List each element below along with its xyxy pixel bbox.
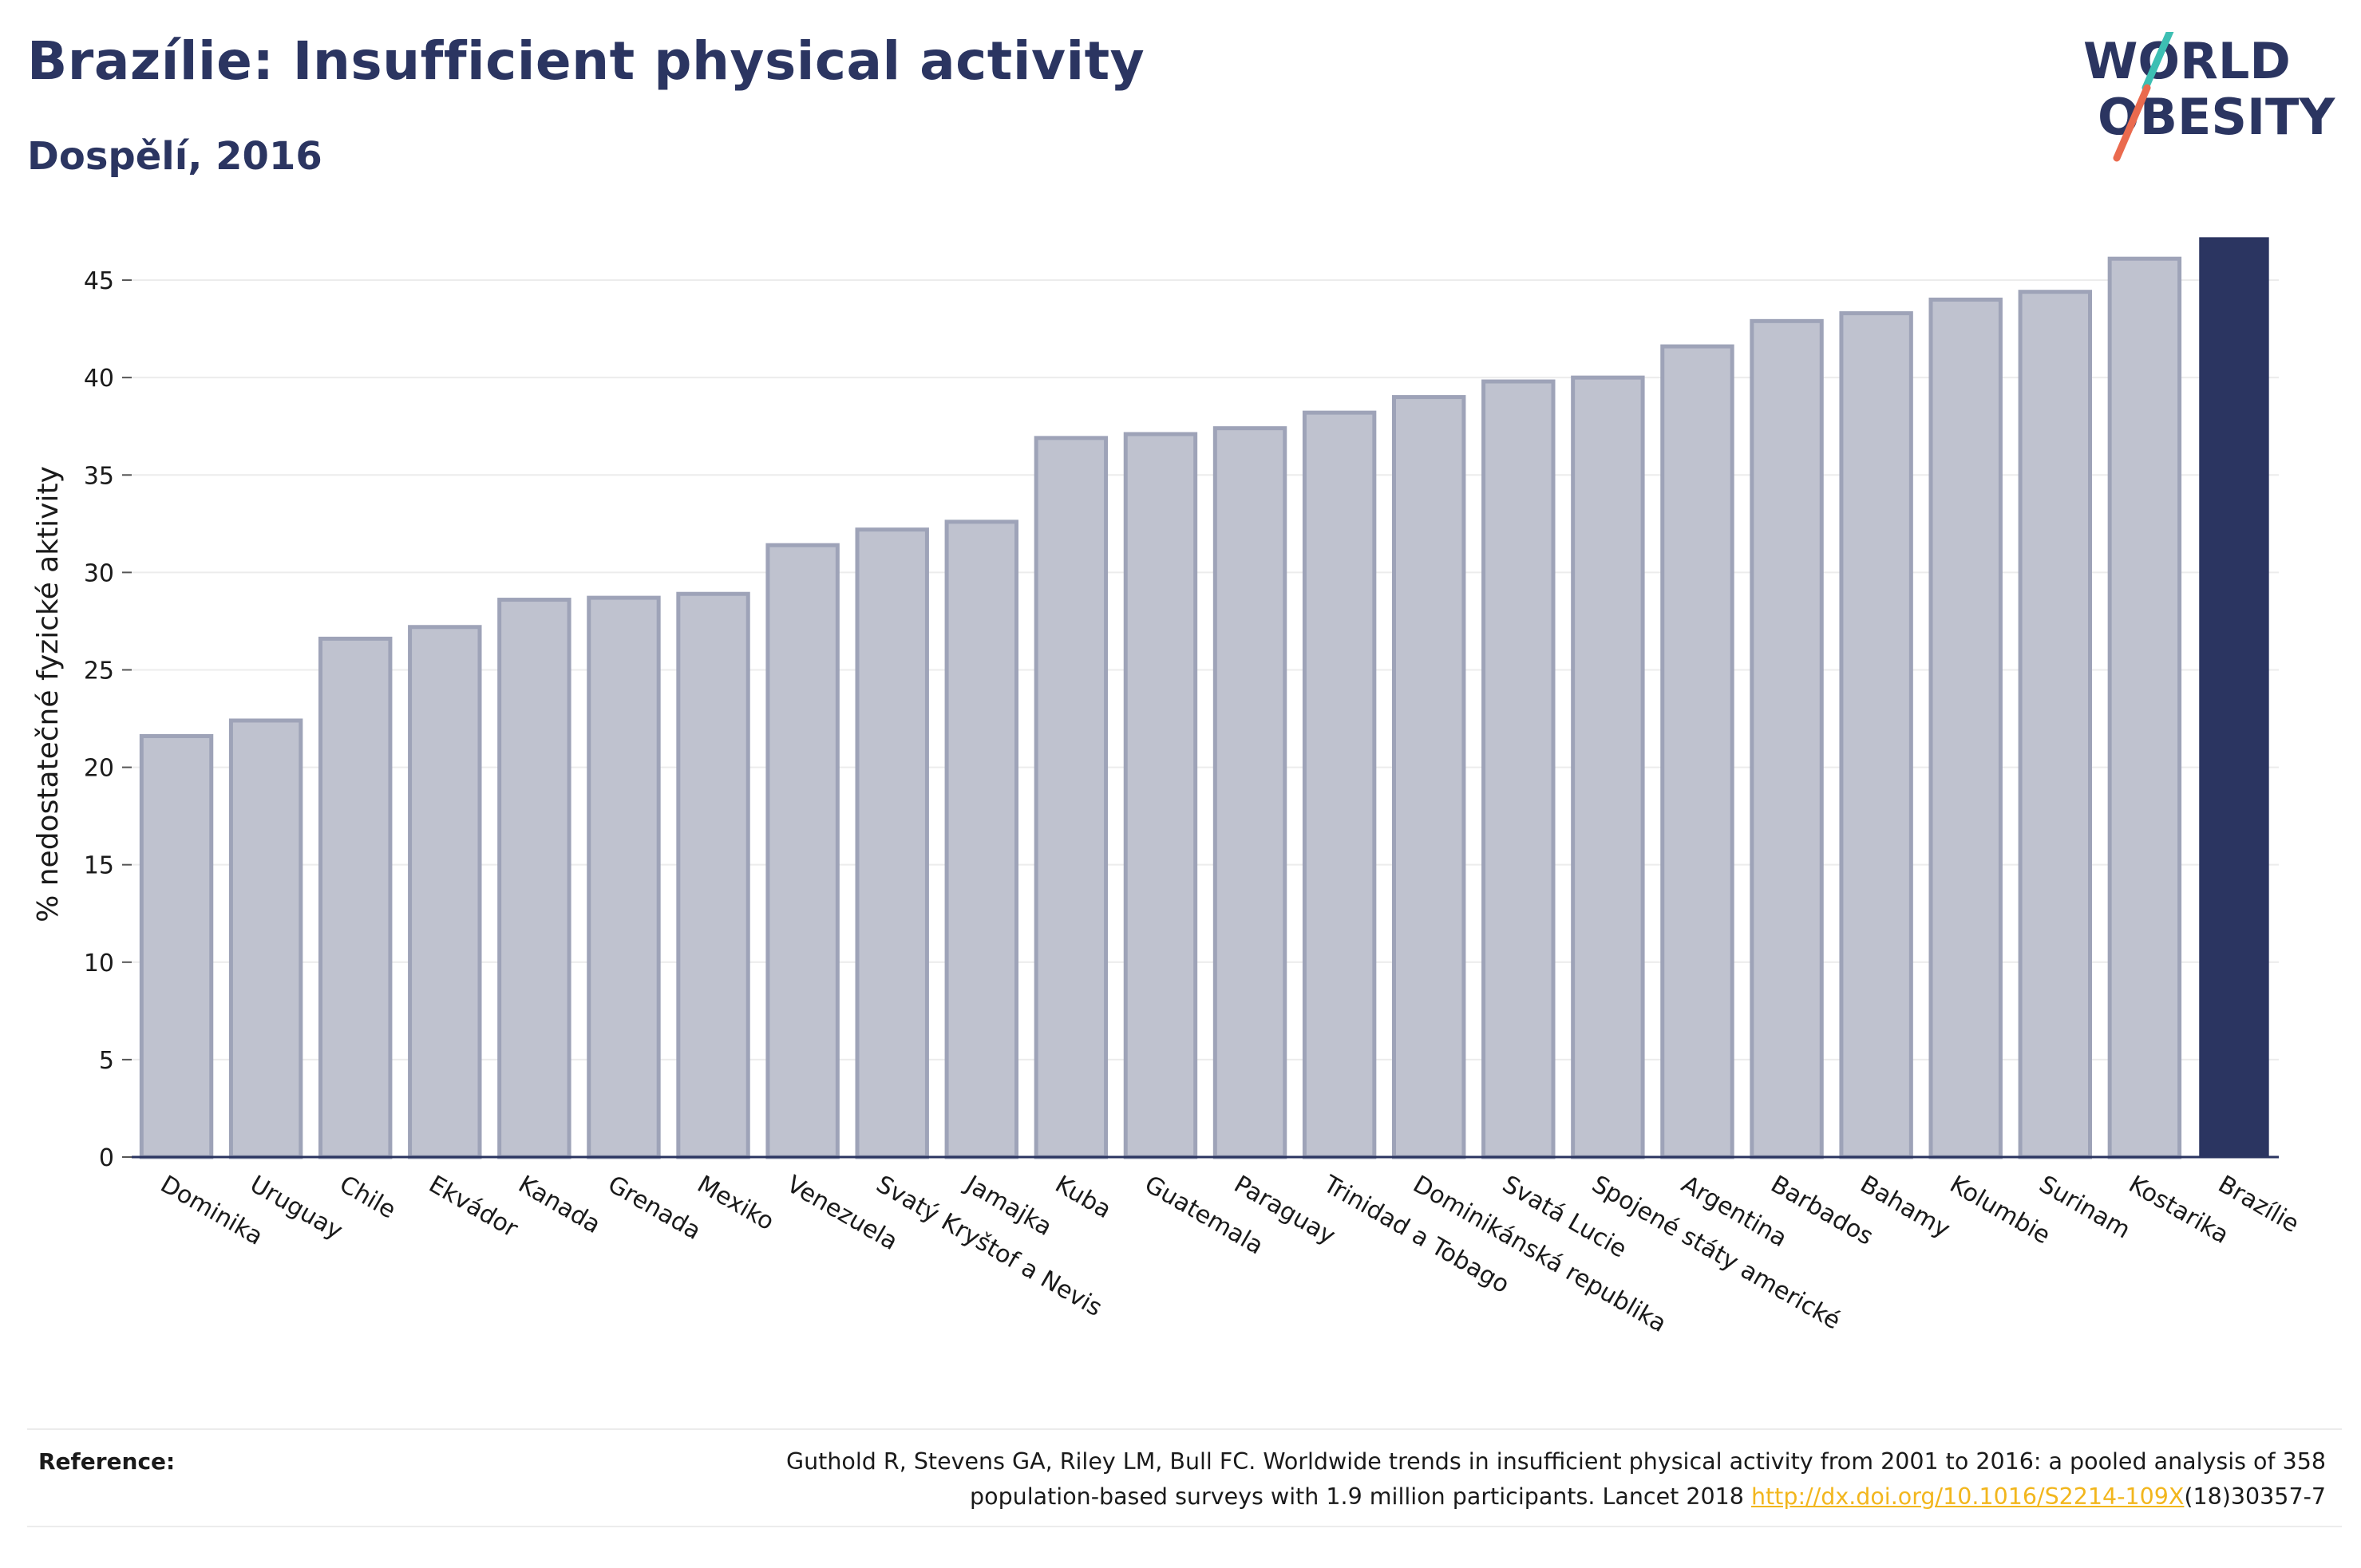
reference-doi-link[interactable]: http://dx.doi.org/10.1016/S2214-109X bbox=[1750, 1483, 2185, 1510]
x-tick-label: Chile bbox=[334, 1171, 401, 1225]
bar bbox=[1123, 432, 1198, 1159]
bar bbox=[1212, 426, 1287, 1159]
bar bbox=[139, 734, 214, 1159]
y-tick-label: 15 bbox=[84, 852, 114, 880]
x-tick-label: Grenada bbox=[603, 1171, 706, 1246]
bar bbox=[1302, 410, 1377, 1159]
bar bbox=[944, 519, 1019, 1159]
logo-line-1: WORLD bbox=[2083, 32, 2291, 90]
world-obesity-logo: WORLD OBESITY bbox=[2083, 32, 2335, 162]
reference-line-2: population-based surveys with 1.9 millio… bbox=[970, 1483, 1751, 1510]
bar bbox=[1034, 436, 1109, 1159]
y-tick-label: 35 bbox=[84, 462, 114, 490]
logo-slash-teal bbox=[2142, 32, 2174, 92]
y-tick-label: 30 bbox=[84, 559, 114, 587]
reference-line-3: (18)30357-7 bbox=[2184, 1483, 2326, 1510]
x-tick-label: Kuba bbox=[1050, 1171, 1116, 1225]
bar bbox=[2107, 256, 2182, 1159]
y-tick-label: 25 bbox=[84, 657, 114, 685]
reference-label: Reference: bbox=[38, 1448, 176, 1475]
x-tick-label: Kanada bbox=[513, 1171, 605, 1239]
bar bbox=[855, 527, 929, 1159]
y-tick-label: 45 bbox=[84, 267, 114, 295]
bar bbox=[2018, 290, 2093, 1159]
bar bbox=[1481, 379, 1556, 1159]
bar bbox=[1391, 395, 1466, 1159]
bar bbox=[1839, 311, 1913, 1159]
bar bbox=[765, 543, 840, 1159]
chart-title: Brazílie: Insufficient physical activity bbox=[27, 30, 1145, 92]
x-tick-label: Mexiko bbox=[693, 1171, 779, 1237]
bar bbox=[1928, 297, 2003, 1159]
bar bbox=[1571, 375, 1645, 1159]
bar bbox=[2199, 237, 2269, 1158]
x-tick-label: Kolumbie bbox=[1945, 1171, 2055, 1250]
bar bbox=[1660, 344, 1734, 1159]
x-tick-label: Dominika bbox=[156, 1171, 267, 1251]
reference-line-1: Guthold R, Stevens GA, Riley LM, Bull FC… bbox=[786, 1448, 2326, 1475]
y-tick-label: 20 bbox=[84, 755, 114, 783]
bar-chart: 0 5 10 15 20 25 30 35 40 45 % nedostatečné fyzické… bbox=[32, 237, 2304, 1338]
y-tick-label: 0 bbox=[99, 1144, 114, 1172]
bar bbox=[408, 625, 482, 1159]
bar bbox=[318, 636, 393, 1159]
y-tick-label: 10 bbox=[84, 950, 114, 978]
y-tick-label: 5 bbox=[99, 1047, 114, 1075]
reference-text: Guthold R, Stevens GA, Riley LM, Bull FC… bbox=[490, 1444, 2326, 1515]
y-tick-label: 40 bbox=[84, 365, 114, 393]
x-tick-label: Ekvádor bbox=[424, 1171, 523, 1244]
logo-slash-coral bbox=[2113, 84, 2151, 162]
x-tick-label: Kostarika bbox=[2124, 1171, 2233, 1250]
bar bbox=[587, 595, 661, 1159]
footer-divider-bottom bbox=[27, 1526, 2342, 1527]
y-axis-label: % nedostatečné fyzické aktivity bbox=[32, 466, 65, 922]
chart-subtitle: Dospělí, 2016 bbox=[27, 134, 322, 179]
footer-divider-top bbox=[27, 1428, 2342, 1430]
bar bbox=[228, 718, 303, 1159]
bar bbox=[497, 598, 571, 1159]
bar bbox=[676, 591, 750, 1159]
bar bbox=[1750, 318, 1824, 1159]
